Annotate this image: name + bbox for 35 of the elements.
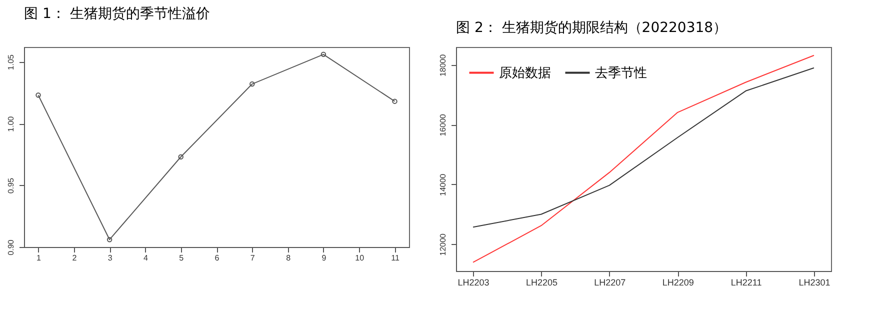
x-tick-label: LH2301	[798, 278, 830, 288]
x-tick-label: 5	[179, 254, 184, 262]
y-tick-label: 0.95	[6, 177, 16, 194]
x-tick-label: LH2203	[458, 278, 490, 288]
x-tick-label: LH2209	[662, 278, 694, 288]
x-tick-label: 3	[108, 254, 113, 262]
y-tick-label: 0.90	[6, 239, 16, 256]
x-tick-label: 7	[250, 254, 256, 262]
x-tick-label: 9	[322, 254, 327, 262]
x-tick-label: 1	[36, 254, 42, 262]
x-tick-label: 11	[391, 254, 400, 262]
x-tick-label: 8	[286, 254, 292, 262]
y-tick-label: 18000	[438, 54, 448, 77]
line-series	[472, 54, 814, 263]
x-tick-label: 4	[143, 254, 148, 262]
x-tick-label: 2	[72, 254, 78, 262]
x-tick-label: 6	[214, 254, 220, 262]
y-tick-label: 12000	[438, 232, 448, 256]
point	[178, 154, 184, 160]
chart-title: 图 2： 生猪期货的期限结构（20220318）	[456, 20, 728, 36]
chart-title: 图 1： 生猪期货的季节性溢价	[24, 6, 210, 22]
x-tick-label: LH2205	[526, 278, 558, 288]
point	[106, 236, 112, 242]
point	[250, 81, 255, 87]
legend-label: 去季节性	[595, 66, 647, 81]
y-tick-label: 16000	[438, 113, 448, 136]
x-tick-label: LH2207	[594, 278, 626, 288]
y-tick-label: 14000	[438, 173, 448, 196]
y-tick-label: 1.00	[6, 116, 16, 132]
y-tick-label: 1.05	[6, 54, 16, 70]
legend-label: 原始数据	[499, 66, 551, 81]
point	[320, 52, 326, 58]
line-series	[472, 67, 814, 228]
x-tick-label: 10	[355, 254, 365, 262]
x-tick-label: LH2211	[730, 278, 762, 288]
